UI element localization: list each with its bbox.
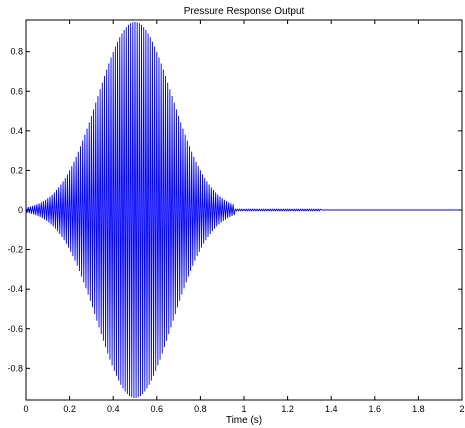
x-tick-label: 0.6 [151, 404, 164, 414]
y-tick-label: -0.4 [7, 284, 23, 294]
x-tick-label: 1.6 [369, 404, 382, 414]
x-tick-label: 2 [459, 404, 464, 414]
y-tick-label: 0.2 [10, 165, 23, 175]
x-tick-label: 1.8 [412, 404, 425, 414]
chart-title: Pressure Response Output [184, 6, 305, 17]
y-tick-label: 0.4 [10, 126, 23, 136]
x-tick-label: 0.4 [107, 404, 120, 414]
signal-layer [25, 21, 462, 398]
x-tick-label: 0 [23, 404, 28, 414]
y-tick-label: 0.8 [10, 47, 23, 57]
pressure-signal-line [25, 21, 462, 398]
x-axis-label: Time (s) [226, 415, 262, 426]
y-tick-label: 0 [18, 205, 23, 215]
x-tick-label: 1 [241, 404, 246, 414]
x-axis-ticks: 0 0.2 0.4 0.6 0.8 1 1.2 1.4 1.6 1.8 2 [23, 20, 465, 414]
x-tick-label: 1.4 [325, 404, 338, 414]
x-tick-label: 1.2 [281, 404, 294, 414]
x-tick-label: 0.8 [194, 404, 207, 414]
y-tick-label: -0.2 [7, 245, 23, 255]
y-tick-label: 0.6 [10, 86, 23, 96]
x-tick-label: 0.2 [63, 404, 76, 414]
y-tick-label: -0.6 [7, 324, 23, 334]
y-tick-label: -0.8 [7, 363, 23, 373]
y-axis-ticks: -0.8 -0.6 -0.4 -0.2 0 0.2 0.4 0.6 0.8 [7, 47, 462, 373]
